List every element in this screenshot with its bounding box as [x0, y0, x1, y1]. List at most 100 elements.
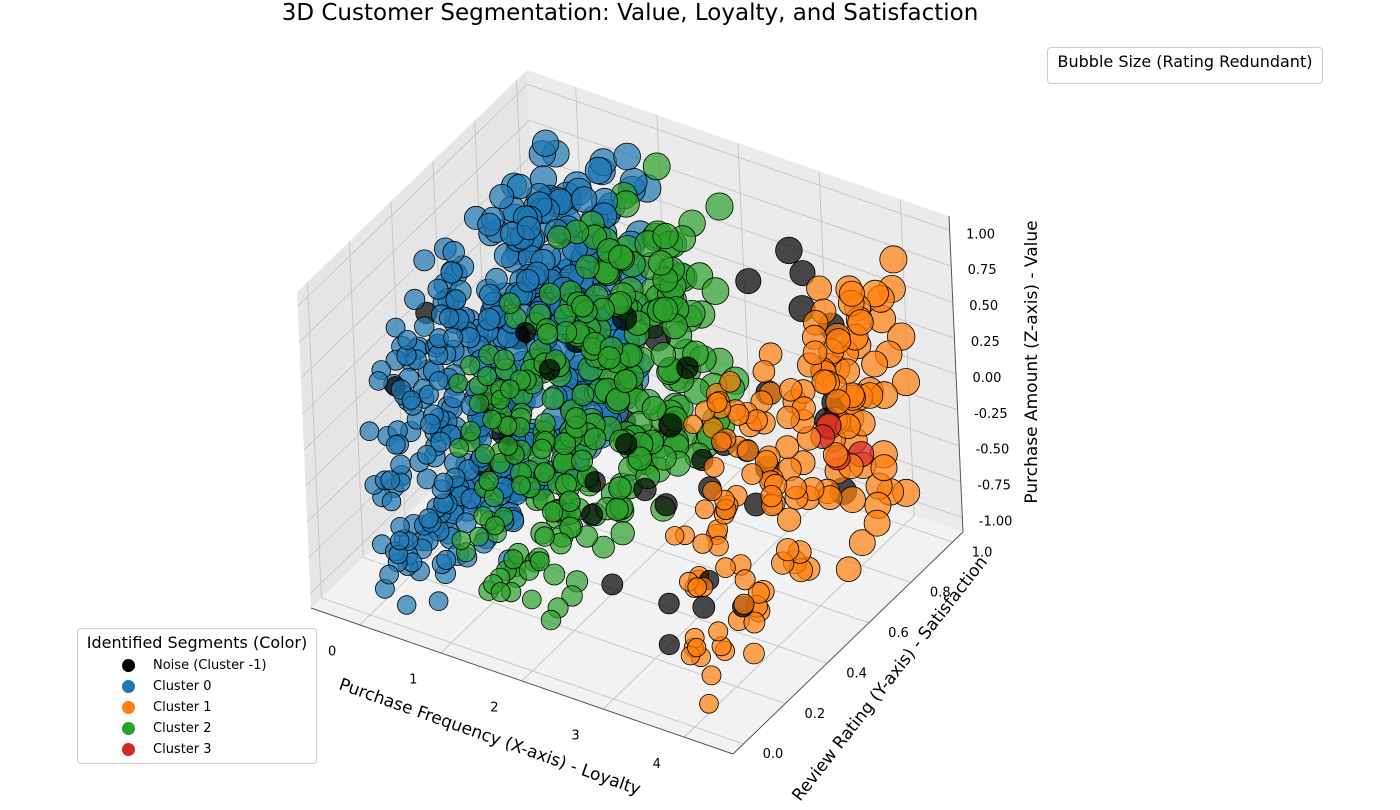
- scatter-point: [404, 288, 426, 310]
- scatter-point: [806, 275, 832, 302]
- scatter-point: [490, 582, 511, 603]
- scatter-point: [615, 433, 638, 456]
- scatter-point: [570, 186, 598, 213]
- x-tick-label: 4: [653, 757, 661, 772]
- scatter-point: [565, 407, 587, 430]
- x-tick-label: 2: [490, 701, 498, 716]
- x-gridline-floor: [683, 514, 915, 738]
- z-tick-label: 0.00: [972, 371, 1001, 386]
- scatter-point: [839, 486, 866, 514]
- scatter-point: [737, 439, 759, 462]
- scatter-point: [418, 508, 439, 529]
- scatter-point: [699, 693, 719, 714]
- scatter-point: [735, 268, 762, 295]
- scatter-point: [734, 569, 756, 591]
- scatter-point: [531, 129, 560, 157]
- scatter-point: [460, 488, 482, 510]
- scatter-point: [652, 222, 679, 250]
- scatter-point: [500, 379, 520, 399]
- legend-label: Noise (Cluster -1): [153, 658, 267, 673]
- scatter-point: [583, 427, 607, 451]
- scatter-point: [613, 369, 638, 393]
- scatter-point: [642, 152, 671, 181]
- scatter-point: [368, 371, 389, 391]
- scatter-point: [543, 563, 566, 586]
- z-gridline-back: [529, 119, 952, 267]
- scatter-point: [419, 384, 439, 405]
- scatter-point: [658, 634, 680, 656]
- scatter-point: [571, 294, 594, 318]
- scatter-point: [613, 142, 641, 171]
- scatter-point: [468, 393, 490, 414]
- scatter-point: [605, 497, 629, 522]
- scatter-point: [477, 366, 497, 386]
- scatter-point: [536, 323, 559, 345]
- scatter-point: [489, 183, 515, 209]
- scatter-point: [516, 269, 540, 293]
- scatter-point: [683, 414, 703, 435]
- z-tick-label: 1.00: [966, 227, 995, 242]
- scatter-point: [499, 292, 521, 314]
- scatter-point: [863, 509, 891, 537]
- scatter-point: [687, 637, 707, 658]
- scatter-point: [448, 373, 469, 394]
- scatter-point: [838, 280, 865, 307]
- scatter-point: [825, 328, 852, 354]
- x-tick-label: 0: [328, 644, 336, 659]
- scatter-point: [715, 557, 736, 578]
- scatter-point: [547, 225, 572, 250]
- legend-marker: [122, 680, 135, 693]
- scatter-point: [743, 611, 766, 634]
- scatter-point: [627, 446, 653, 471]
- legend-marker: [122, 701, 135, 714]
- scatter-point: [534, 462, 555, 483]
- segments-legend-title: Identified Segments (Color): [86, 633, 308, 652]
- scatter-point: [440, 261, 463, 284]
- scatter-point: [610, 521, 635, 546]
- legend-entry-noise: Noise (Cluster -1): [78, 655, 316, 676]
- scatter-point: [711, 431, 732, 453]
- scatter-point: [554, 321, 578, 344]
- scatter-point: [571, 383, 595, 407]
- scatter-point: [650, 342, 677, 368]
- scatter-point: [703, 456, 725, 478]
- z-gridline-back: [527, 83, 950, 231]
- y-gridline-floor: [321, 597, 744, 745]
- scatter-point: [687, 577, 707, 597]
- scatter-point: [692, 595, 716, 619]
- scatter-point: [654, 493, 678, 517]
- scatter-point: [460, 355, 481, 376]
- scatter-point: [592, 535, 615, 559]
- x-tick-label: 3: [571, 729, 579, 744]
- scatter-point: [848, 529, 876, 557]
- legend-label: Cluster 2: [153, 721, 212, 736]
- scatter-point: [775, 236, 803, 265]
- scatter-point: [561, 585, 583, 607]
- scatter-point: [559, 490, 581, 513]
- scatter-point: [413, 249, 436, 272]
- scatter-point: [789, 260, 816, 287]
- scatter-point: [493, 349, 515, 371]
- scatter-point: [701, 665, 722, 686]
- scatter-point: [542, 501, 564, 523]
- scatter-point: [705, 192, 734, 221]
- scatter-point: [379, 564, 399, 585]
- scatter-point: [477, 307, 501, 331]
- z-axis-line: [948, 215, 964, 533]
- chart-title: 3D Customer Segmentation: Value, Loyalty…: [281, 0, 979, 26]
- scatter-point: [665, 526, 685, 546]
- legend-label: Cluster 3: [153, 742, 212, 757]
- scatter-point: [478, 470, 499, 491]
- z-gridline-left: [298, 119, 530, 343]
- scatter-point: [608, 244, 634, 270]
- x-tick-label: 1: [409, 673, 417, 688]
- scatter-point: [802, 340, 828, 366]
- scatter-point: [861, 350, 888, 378]
- legend-entry-cluster-1: Cluster 1: [78, 697, 316, 718]
- legend-marker: [122, 722, 135, 735]
- legend-label: Cluster 0: [153, 679, 212, 694]
- scatter-point: [538, 358, 561, 381]
- scatter-point: [430, 431, 452, 453]
- scatter-point: [401, 390, 421, 410]
- scatter-point: [701, 277, 730, 305]
